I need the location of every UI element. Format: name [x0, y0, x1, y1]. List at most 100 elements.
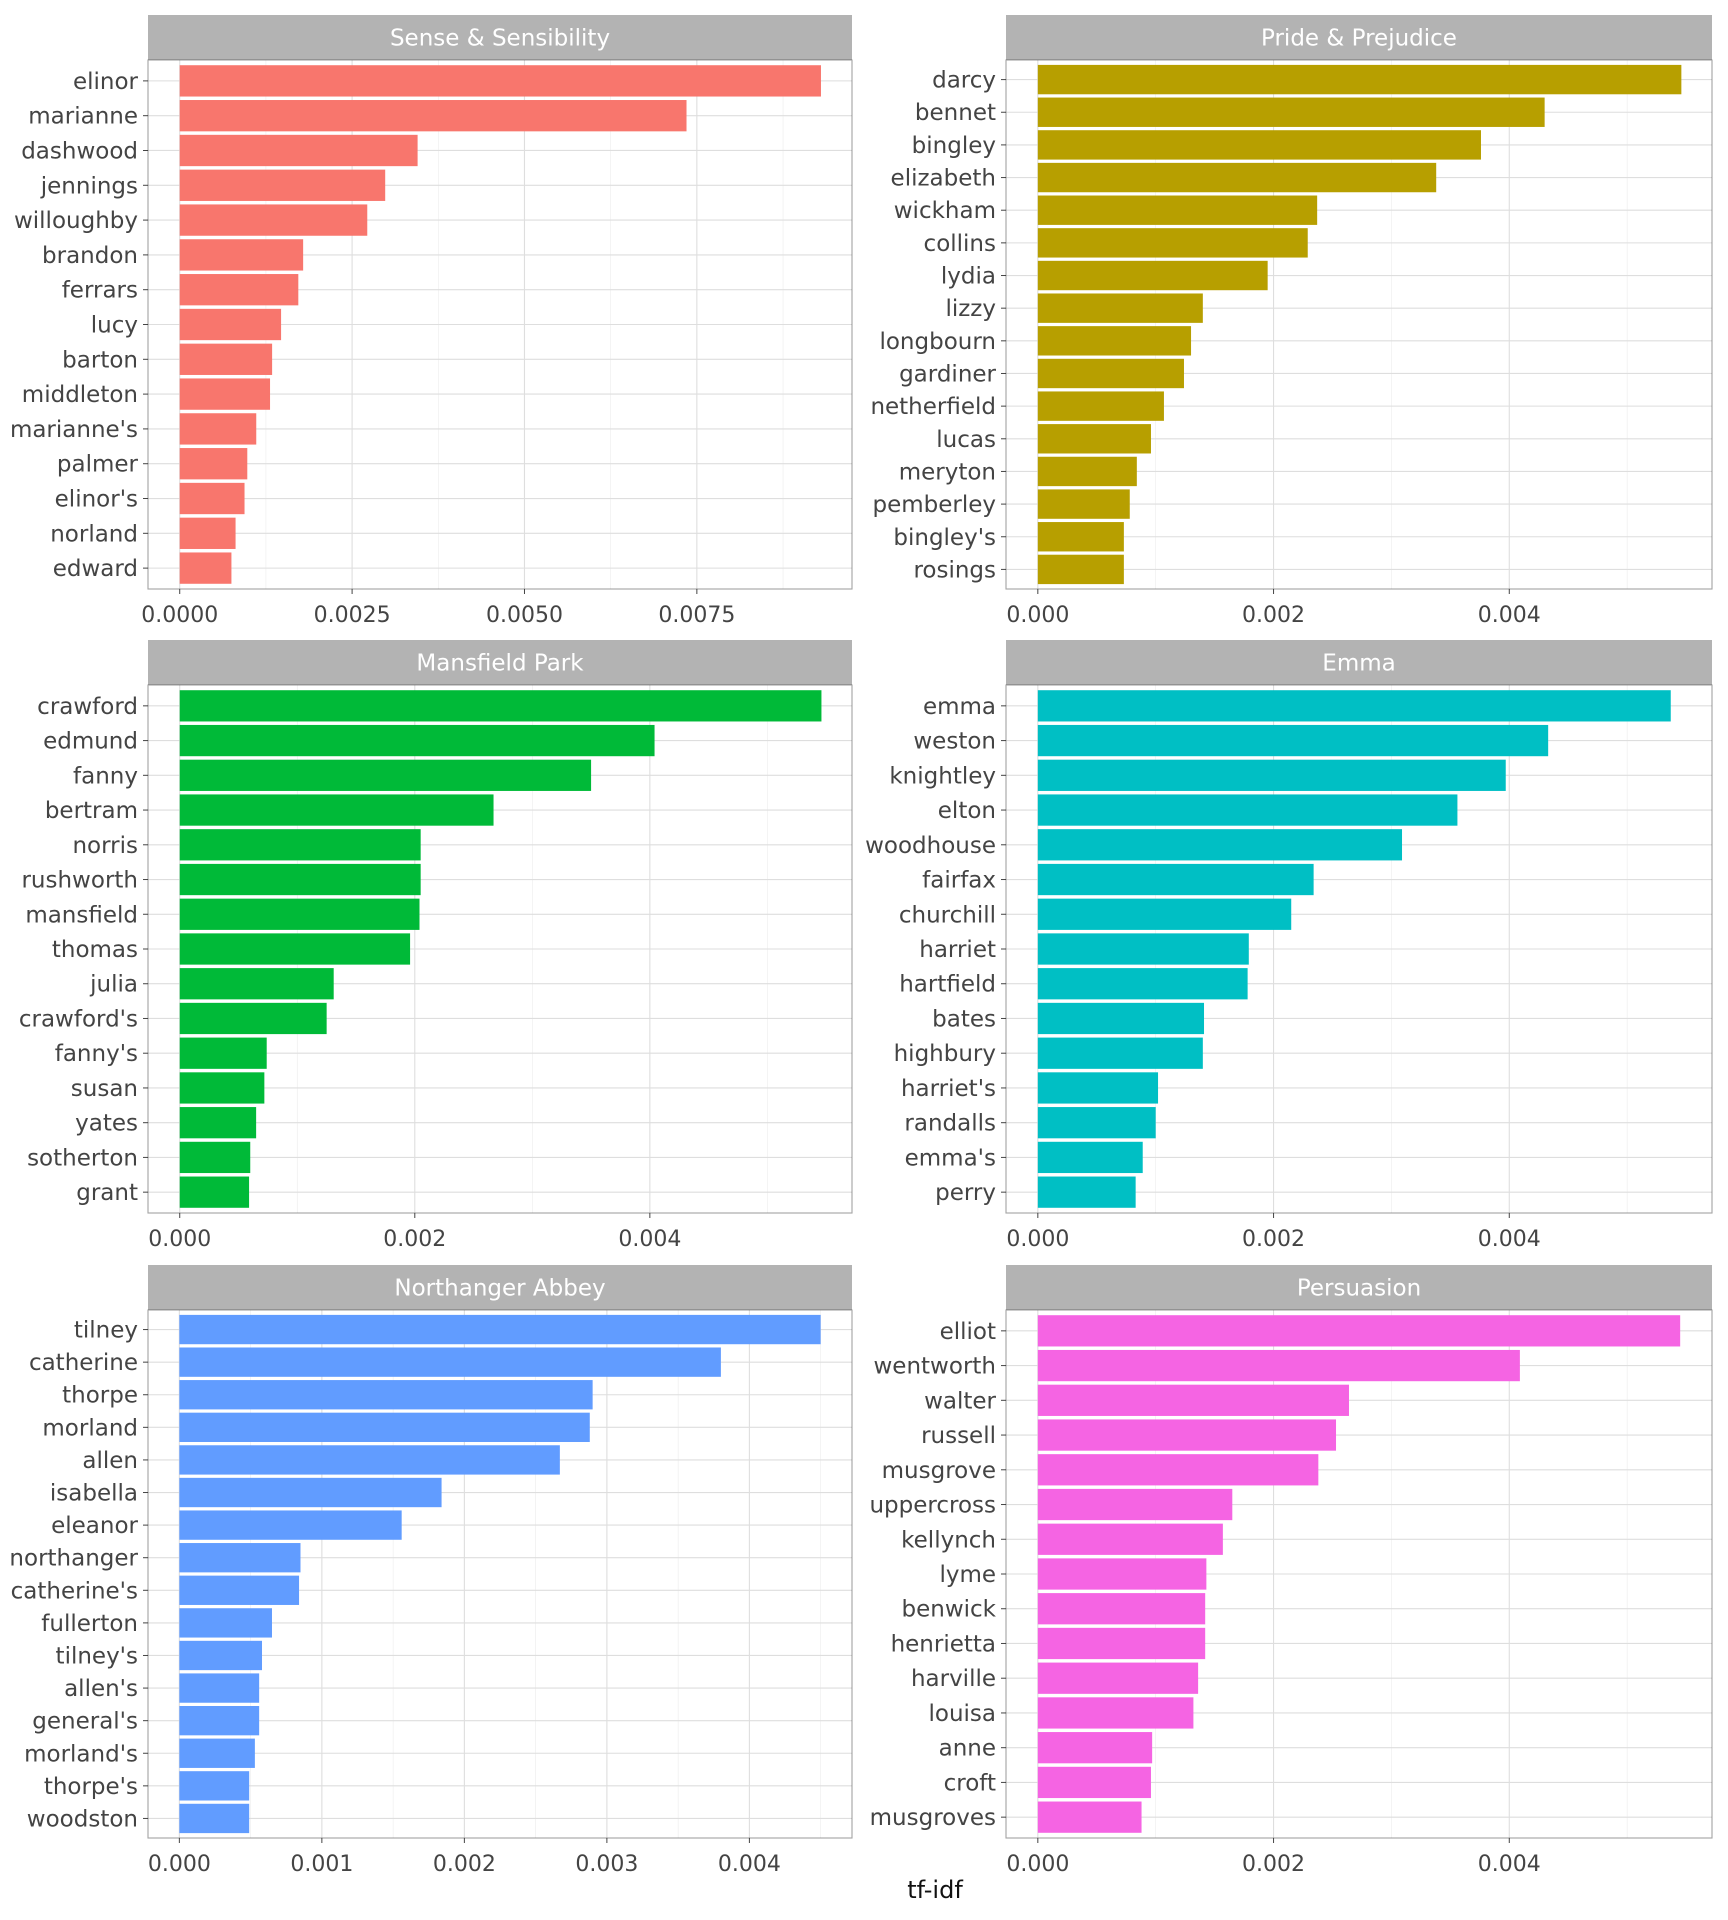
y-tick-label: elinor	[73, 69, 139, 95]
bar-knightley	[1037, 759, 1506, 791]
y-tick-label: bates	[932, 1006, 996, 1032]
bar-tilney-s	[179, 1640, 263, 1671]
facet-strip	[1006, 15, 1712, 60]
y-tick-label: woodston	[27, 1806, 138, 1832]
bar-thorpe	[179, 1380, 593, 1410]
bar-brandon	[179, 239, 304, 271]
bar-eleanor	[179, 1510, 402, 1540]
x-tick-label: 0.002	[433, 1852, 496, 1877]
y-tick-label: fullerton	[41, 1611, 138, 1637]
bar-elizabeth	[1037, 162, 1437, 193]
bar-grant	[179, 1176, 250, 1208]
bar-fairfax	[1037, 863, 1314, 896]
bar-barton	[179, 343, 273, 375]
y-tick-label: palmer	[57, 452, 139, 478]
panel-border	[147, 59, 853, 590]
bar-rushworth	[179, 863, 421, 896]
panel-emma: Emma emma weston knightley elton woodhouse fai…	[865, 640, 1713, 1252]
bar-louisa	[1037, 1697, 1194, 1729]
bar-bertram	[179, 794, 494, 826]
y-tick-label: general's	[32, 1709, 138, 1735]
y-tick-label: wickham	[894, 198, 996, 224]
y-tick-label: brandon	[42, 243, 138, 269]
y-tick-label: thomas	[52, 937, 138, 963]
bar-elinor-s	[179, 482, 245, 515]
bar-harville	[1037, 1662, 1199, 1694]
y-tick-label: kellynch	[901, 1527, 996, 1553]
y-tick-label: bertram	[45, 798, 138, 824]
y-tick-label: harriet's	[901, 1076, 996, 1102]
panel-border	[1005, 59, 1713, 590]
bar-catherine	[179, 1347, 721, 1377]
y-tick-label: marianne's	[10, 417, 138, 443]
bar-crawford-s	[179, 1002, 327, 1035]
bar-crawford	[179, 690, 822, 722]
y-tick-label: jennings	[40, 173, 138, 199]
y-tick-label: edward	[53, 556, 138, 582]
bar-croft	[1037, 1766, 1151, 1799]
y-tick-label: morland's	[24, 1741, 138, 1767]
bar-rosings	[1037, 554, 1124, 585]
panel-sense-sensibility: Sense & Sensibility elinor marianne dashwoo…	[10, 15, 853, 628]
x-tick-label: 0.002	[1242, 1227, 1305, 1252]
bar-julia	[179, 968, 334, 1000]
y-tick-label: netherfield	[870, 394, 996, 420]
y-tick-label: tilney	[74, 1318, 138, 1344]
y-tick-label: knightley	[889, 763, 996, 789]
bar-lizzy	[1037, 293, 1203, 323]
bar-willoughby	[179, 204, 368, 236]
y-tick-label: rushworth	[21, 868, 138, 894]
bar-mansfield	[179, 898, 420, 930]
bar-edmund	[179, 724, 655, 757]
bar-elliot	[1037, 1315, 1681, 1347]
y-tick-label: lyme	[939, 1562, 996, 1588]
bar-collins	[1037, 228, 1308, 258]
y-tick-label: crawford	[37, 694, 138, 720]
bar-randalls	[1037, 1107, 1156, 1139]
panel-border	[147, 1309, 853, 1839]
bar-isabella	[179, 1477, 442, 1508]
x-tick-label: 0.0050	[486, 603, 563, 628]
y-tick-label: julia	[89, 972, 138, 998]
bar-longbourn	[1037, 326, 1192, 356]
bar-emma	[1037, 690, 1671, 722]
x-tick-label: 0.001	[290, 1852, 353, 1877]
bar-gardiner	[1037, 358, 1184, 389]
bar-palmer	[179, 448, 248, 480]
bar-highbury	[1037, 1037, 1203, 1069]
bar-woodston	[179, 1803, 250, 1834]
y-tick-label: fanny's	[55, 1041, 138, 1067]
y-tick-label: sotherton	[27, 1145, 138, 1171]
y-tick-label: elton	[938, 798, 996, 824]
y-tick-label: louisa	[928, 1701, 996, 1727]
x-tick-label: 0.000	[1006, 1852, 1069, 1877]
y-tick-label: elliot	[940, 1319, 996, 1345]
y-tick-label: woodhouse	[865, 833, 996, 859]
y-tick-label: pemberley	[872, 492, 996, 518]
facet-title: Mansfield Park	[416, 651, 584, 677]
bar-lucas	[1037, 424, 1151, 454]
y-tick-label: mansfield	[25, 902, 138, 928]
bar-musgroves	[1037, 1801, 1142, 1833]
bar-fanny	[179, 759, 592, 791]
y-tick-label: longbourn	[879, 329, 996, 355]
facet-strip	[148, 640, 852, 685]
bar-ferrars	[179, 274, 299, 306]
x-tick-label: 0.004	[718, 1852, 781, 1877]
y-tick-label: dashwood	[21, 138, 138, 164]
bar-churchill	[1037, 898, 1292, 930]
panel-northanger-abbey: Northanger Abbey tilney catherine thorpe mor…	[9, 1265, 853, 1877]
y-tick-label: rosings	[913, 557, 996, 583]
bar-uppercross	[1037, 1488, 1233, 1521]
x-axis-title: tf-idf	[907, 1876, 963, 1904]
y-tick-label: edmund	[43, 729, 138, 755]
x-tick-label: 0.000	[1006, 1227, 1069, 1252]
x-tick-label: 0.0000	[141, 603, 218, 628]
y-tick-label: grant	[76, 1180, 138, 1206]
bar-allen	[179, 1445, 560, 1475]
y-tick-label: russell	[921, 1423, 996, 1449]
bar-emma-s	[1037, 1141, 1143, 1174]
y-tick-label: thorpe's	[44, 1774, 138, 1800]
bar-lyme	[1037, 1558, 1207, 1590]
